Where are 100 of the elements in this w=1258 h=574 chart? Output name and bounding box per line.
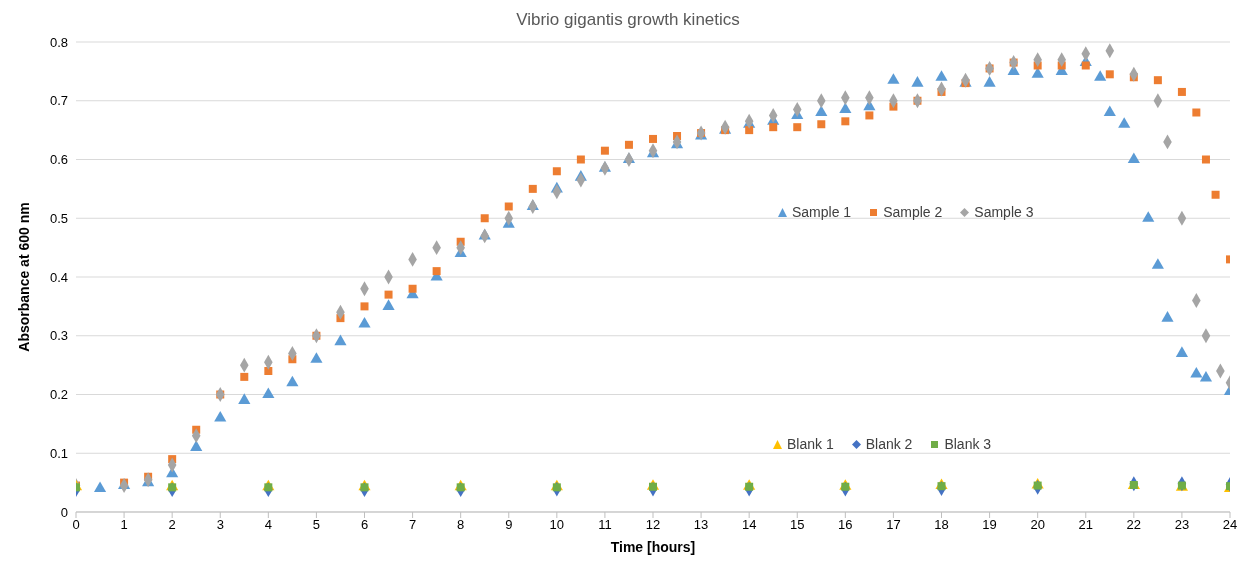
y-tick-label: 0.8 — [49, 34, 68, 50]
point — [1161, 311, 1174, 322]
point — [384, 290, 393, 299]
point — [360, 483, 369, 492]
point — [839, 102, 852, 114]
point — [1199, 371, 1213, 382]
point — [817, 120, 826, 129]
point — [887, 73, 900, 84]
x-tick-label: 8 — [457, 517, 465, 533]
y-tick-label: 0.4 — [49, 269, 68, 285]
x-tick-label: 17 — [886, 517, 901, 533]
point — [1153, 76, 1162, 85]
point — [334, 334, 347, 346]
point — [432, 267, 441, 276]
y-tick-label: 0.6 — [49, 152, 68, 168]
point — [1127, 152, 1140, 164]
x-tick-label: 12 — [645, 517, 661, 533]
point — [552, 167, 561, 176]
point — [1192, 108, 1201, 117]
point — [240, 372, 249, 381]
x-tick-label: 16 — [838, 517, 853, 533]
y-tick-label: 0.7 — [49, 93, 68, 109]
point — [480, 214, 489, 223]
point — [815, 105, 828, 117]
x-tick-label: 15 — [790, 517, 805, 533]
point — [456, 483, 465, 492]
point — [264, 483, 273, 492]
legend-label: Sample 1 — [792, 204, 852, 220]
legend-label: Blank 2 — [865, 436, 913, 452]
point — [1105, 70, 1114, 79]
y-axis-title: Absorbance at 600 nm — [15, 202, 32, 352]
point — [1151, 258, 1164, 269]
x-tick-label: 19 — [982, 517, 997, 533]
point — [865, 111, 874, 120]
point — [214, 410, 227, 422]
point — [358, 316, 371, 328]
x-tick-label: 6 — [360, 517, 369, 533]
legend-label: Blank 3 — [944, 436, 992, 452]
legend-label: Blank 1 — [787, 436, 834, 452]
x-tick-label: 2 — [168, 517, 176, 533]
x-tick-label: 24 — [1222, 517, 1238, 533]
point — [262, 387, 275, 399]
x-tick-label: 1 — [120, 517, 128, 533]
chart-title: Vibrio gigantis growth kinetics — [515, 9, 741, 31]
point — [793, 123, 802, 132]
point — [745, 126, 754, 135]
x-tick-label: 9 — [505, 517, 513, 533]
x-tick-label: 11 — [598, 517, 612, 533]
point — [504, 202, 513, 211]
point — [408, 284, 417, 293]
point — [649, 134, 657, 143]
point — [264, 367, 273, 375]
x-tick-label: 23 — [1174, 517, 1190, 533]
point — [769, 123, 778, 132]
point — [983, 76, 996, 87]
x-tick-label: 21 — [1078, 517, 1093, 533]
point — [1033, 481, 1042, 490]
point — [190, 440, 203, 451]
point — [310, 352, 323, 363]
x-tick-label: 13 — [693, 517, 709, 533]
y-tick-label: 0.3 — [49, 328, 68, 344]
x-tick-label: 7 — [408, 517, 417, 533]
point — [382, 299, 395, 310]
point — [1103, 105, 1116, 117]
x-tick-label: 4 — [264, 517, 272, 533]
point — [1190, 366, 1203, 378]
y-tick-label: 0.5 — [49, 210, 68, 226]
point — [937, 482, 946, 491]
x-tick-label: 22 — [1126, 517, 1142, 533]
point — [1211, 190, 1220, 199]
point — [911, 76, 924, 87]
point — [1094, 70, 1107, 81]
y-tick-label: 0 — [60, 504, 68, 520]
x-tick-label: 14 — [741, 517, 757, 533]
point — [1177, 87, 1186, 96]
point — [286, 375, 299, 387]
point — [93, 481, 107, 493]
point — [552, 483, 561, 492]
x-tick-label: 0 — [72, 517, 80, 533]
point — [600, 146, 609, 155]
point — [1118, 117, 1131, 128]
x-tick-label: 5 — [312, 517, 321, 533]
point — [576, 155, 585, 164]
point — [360, 302, 369, 311]
point — [624, 140, 633, 149]
point — [528, 184, 537, 193]
point — [1081, 61, 1090, 70]
point — [1142, 211, 1155, 222]
point — [1201, 155, 1210, 164]
x-tick-label: 18 — [934, 517, 949, 533]
x-tick-label: 10 — [549, 517, 565, 533]
legend-label: Sample 3 — [974, 204, 1034, 220]
point — [238, 393, 251, 404]
point — [935, 70, 948, 81]
point — [841, 117, 850, 126]
y-tick-label: 0.2 — [49, 387, 68, 403]
x-axis-title: Time [hours] — [610, 539, 696, 555]
legend-label: Sample 2 — [883, 204, 943, 220]
x-tick-label: 20 — [1030, 517, 1045, 533]
y-tick-label: 0.1 — [49, 445, 68, 461]
